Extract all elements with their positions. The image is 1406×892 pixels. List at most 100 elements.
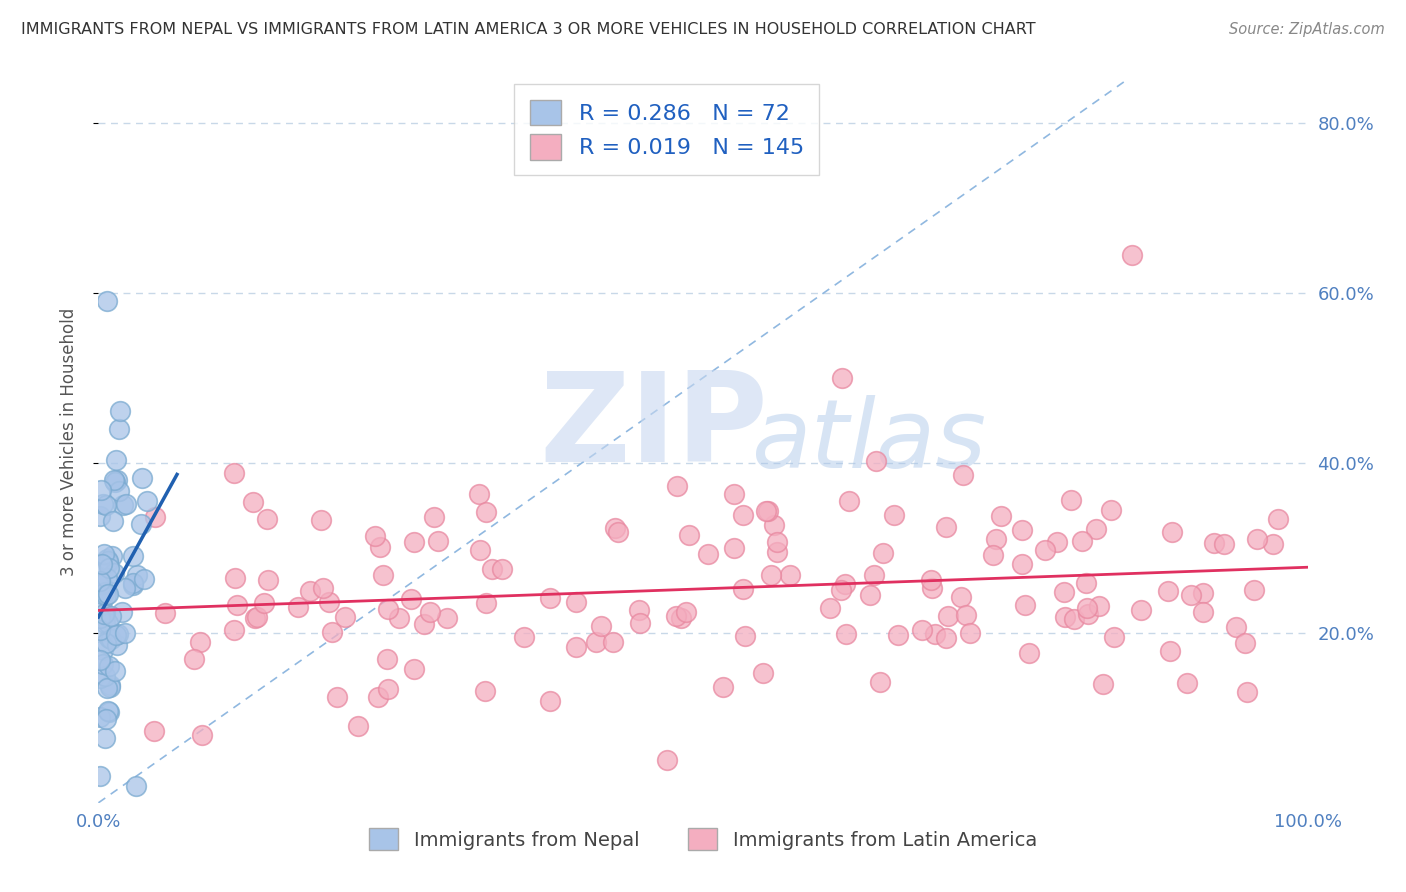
Point — [564, 595, 586, 609]
Point — [256, 512, 278, 526]
Point — [436, 611, 458, 625]
Point — [333, 610, 356, 624]
Point — [96, 551, 118, 566]
Point — [401, 592, 423, 607]
Point — [224, 623, 246, 637]
Point — [1261, 536, 1284, 550]
Point — [121, 549, 143, 563]
Point — [1180, 588, 1202, 602]
Point — [104, 475, 127, 489]
Point — [97, 704, 120, 718]
Point — [287, 600, 309, 615]
Point — [222, 466, 245, 480]
Point — [752, 665, 775, 680]
Point — [103, 473, 125, 487]
Point — [1161, 525, 1184, 540]
Point — [734, 630, 756, 644]
Point — [93, 607, 115, 621]
Point — [225, 598, 247, 612]
Point — [1018, 646, 1040, 660]
Point — [89, 653, 111, 667]
Point — [101, 514, 124, 528]
Point — [887, 628, 910, 642]
Point — [1243, 583, 1265, 598]
Point — [122, 577, 145, 591]
Point — [364, 529, 387, 543]
Point — [911, 623, 934, 637]
Point — [1191, 586, 1213, 600]
Point — [94, 498, 117, 512]
Legend: Immigrants from Nepal, Immigrants from Latin America: Immigrants from Nepal, Immigrants from L… — [361, 820, 1045, 858]
Point — [831, 371, 853, 385]
Point — [1070, 534, 1092, 549]
Point — [1011, 524, 1033, 538]
Point — [257, 574, 280, 588]
Point — [153, 606, 176, 620]
Point — [108, 422, 131, 436]
Point — [1175, 676, 1198, 690]
Point — [373, 568, 395, 582]
Point — [1033, 543, 1056, 558]
Point — [603, 521, 626, 535]
Point — [89, 574, 111, 588]
Point — [835, 627, 858, 641]
Y-axis label: 3 or more Vehicles in Household: 3 or more Vehicles in Household — [59, 308, 77, 575]
Point — [1121, 247, 1143, 261]
Point — [309, 513, 332, 527]
Point — [412, 616, 434, 631]
Point — [93, 547, 115, 561]
Text: ZIP: ZIP — [540, 367, 769, 488]
Text: IMMIGRANTS FROM NEPAL VS IMMIGRANTS FROM LATIN AMERICA 3 OR MORE VEHICLES IN HOU: IMMIGRANTS FROM NEPAL VS IMMIGRANTS FROM… — [21, 22, 1036, 37]
Point — [97, 556, 120, 570]
Point — [96, 681, 118, 695]
Point — [538, 694, 561, 708]
Point — [98, 680, 121, 694]
Point — [959, 626, 981, 640]
Point — [872, 546, 894, 560]
Point — [602, 635, 624, 649]
Text: atlas: atlas — [751, 395, 987, 488]
Point — [107, 484, 129, 499]
Point — [108, 404, 131, 418]
Point — [127, 568, 149, 582]
Point — [491, 562, 513, 576]
Point — [224, 570, 246, 584]
Point — [114, 581, 136, 595]
Point — [1084, 522, 1107, 536]
Point — [104, 453, 127, 467]
Point — [869, 674, 891, 689]
Point — [96, 588, 118, 602]
Point — [863, 567, 886, 582]
Point — [321, 625, 343, 640]
Point — [475, 596, 498, 610]
Point — [377, 681, 399, 696]
Point — [834, 576, 856, 591]
Point — [755, 504, 778, 518]
Point — [733, 508, 755, 523]
Text: Source: ZipAtlas.com: Source: ZipAtlas.com — [1229, 22, 1385, 37]
Point — [243, 610, 266, 624]
Point — [90, 577, 112, 591]
Point — [96, 294, 118, 309]
Point — [723, 541, 745, 555]
Point — [100, 632, 122, 646]
Point — [377, 651, 399, 665]
Point — [97, 554, 120, 568]
Point — [367, 690, 389, 705]
Point — [1053, 585, 1076, 599]
Point — [97, 615, 120, 630]
Point — [96, 712, 118, 726]
Point — [920, 573, 942, 587]
Point — [96, 571, 118, 585]
Point — [347, 719, 370, 733]
Point — [91, 657, 114, 671]
Point — [627, 603, 650, 617]
Point — [952, 467, 974, 482]
Point — [1225, 620, 1247, 634]
Point — [388, 611, 411, 625]
Point — [103, 566, 125, 580]
Point — [513, 630, 536, 644]
Point — [143, 509, 166, 524]
Point — [1076, 601, 1098, 615]
Point — [1267, 512, 1289, 526]
